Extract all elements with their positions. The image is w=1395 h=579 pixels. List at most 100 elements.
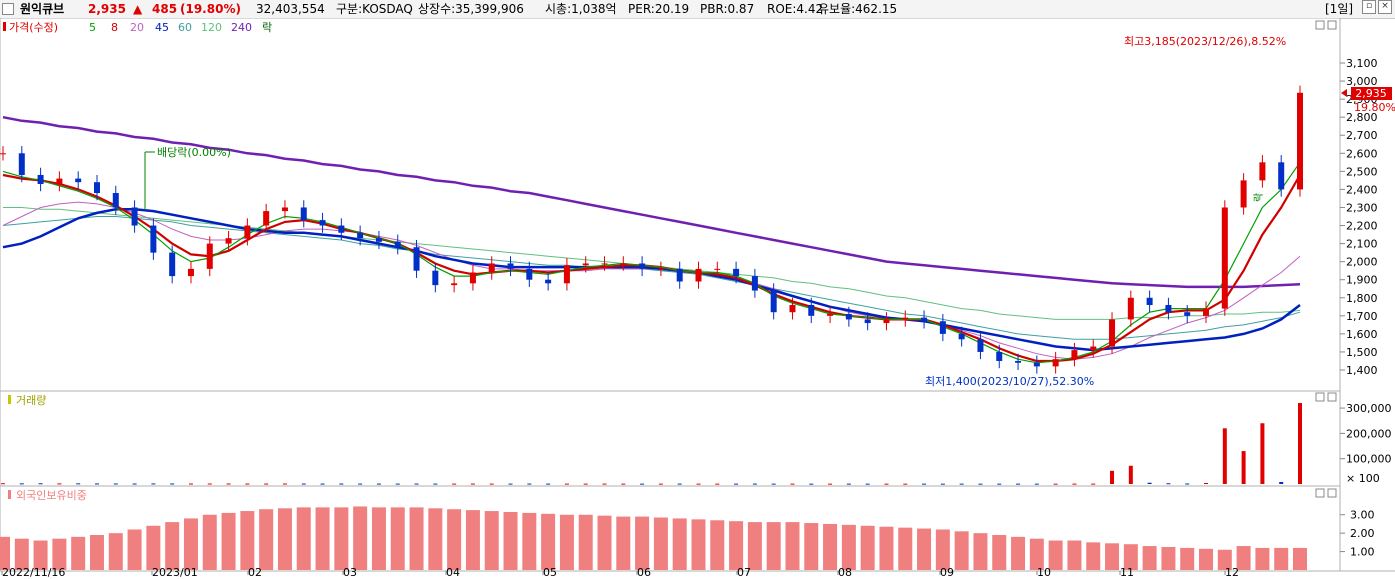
volume-bar [828,483,833,485]
foreign-bar [898,527,913,570]
price-y-tick-label: 1,800 [1346,292,1378,305]
volume-bar [226,483,231,485]
dividend-annotation: 배당락(0.00%) [157,146,231,159]
candle-body [469,272,476,284]
candle-body [808,304,815,316]
volume-bar [1185,483,1190,485]
foreign-bar [33,540,48,570]
candle-body [507,263,514,269]
stock-chart: 가격(수정) 5 8 20 45 60 120 240 락 거래량 외국인보유비… [0,18,1395,579]
foreign-bar [202,514,217,570]
volume-bar [696,483,701,485]
foreign-bar [860,525,875,570]
volume-bar [771,483,776,485]
candle-body [432,270,439,286]
volume-bar [1298,403,1302,484]
price-panel-close-button[interactable] [1327,20,1337,30]
period-label[interactable]: [1일] [1325,2,1354,16]
legend-ma8: 8 [111,21,118,34]
volume-bar [358,483,363,485]
volume-bar [809,483,814,485]
window-icon[interactable] [2,3,14,15]
foreign-bar [428,508,443,570]
foreign-panel [0,485,1341,572]
price-y-tick-label: 2,300 [1346,201,1378,214]
foreign-bar [484,511,499,570]
foreign-panel-minimize-button[interactable] [1315,488,1325,498]
legend-ex-marker: 락 [262,21,272,34]
volume-bar [207,483,212,485]
foreign-bar [1105,543,1120,570]
foreign-bar [578,514,593,570]
current-price-pointer [1341,89,1347,97]
volume-bar [1241,451,1246,484]
price-y-tick-label: 2,600 [1346,147,1378,160]
volume-bar [1260,423,1265,484]
candle-body [864,319,871,324]
foreign-bar [277,508,292,570]
ex-annotation: 락 [1253,193,1265,202]
foreign-bar [541,513,556,570]
foreign-bar [465,510,480,570]
volume-panel-minimize-button[interactable] [1315,392,1325,402]
volume-bar [414,483,419,485]
foreign-bar [1048,540,1063,570]
candle-body [714,268,721,270]
foreign-panel-close-button[interactable] [1327,488,1337,498]
candle-body [676,268,683,282]
candle-body [244,225,251,239]
high-annotation: 최고3,185(2023/12/26),8.52% [1124,35,1286,48]
foreign-bar [1180,547,1195,570]
candle-body [977,339,984,352]
foreign-bar [1142,546,1157,570]
volume-bar [1072,483,1077,485]
axes: 3,1003,0002,9002,8002,7002,6002,5002,400… [1,57,1392,579]
volume-bar [94,483,99,485]
candle-body [451,283,458,286]
candle-body [526,268,533,280]
volume-bar [489,483,494,485]
market-label: 구분:KOSDAQ [336,2,413,16]
candle-body [1165,304,1172,313]
foreign-bar [1199,548,1214,570]
foreign-bar [71,536,86,570]
price-panel-minimize-button[interactable] [1315,20,1325,30]
price-y-tick-label: 2,500 [1346,165,1378,178]
foreign-bar [14,538,29,570]
legend-price-marker [3,22,6,31]
candle-body [338,225,345,233]
foreign-bar [315,507,330,570]
volume-y-tick-label: 300,000 [1346,402,1392,415]
foreign-bar [296,507,311,570]
foreign-bar [1217,549,1232,570]
volume-bar [677,483,682,485]
ma45-line [2,208,1301,352]
stock-name[interactable]: 원익큐브 [20,2,65,16]
close-icon[interactable]: × [1378,0,1392,14]
foreign-bar [559,514,574,570]
volume-bar [376,483,381,485]
volume-bar [621,483,626,485]
candle-body [93,182,100,194]
volume-unit-label: × 100 [1346,472,1380,485]
candle-body [1278,162,1285,190]
candle-body [1033,362,1040,367]
candle-body [770,290,777,313]
x-tick-label: 08 [838,566,852,579]
foreign-bar [221,512,236,570]
volume-bar [903,483,908,485]
foreign-bar [841,524,856,570]
candle-body [563,265,570,284]
candle-body [1240,180,1247,208]
maximize-icon[interactable]: ▫ [1362,0,1376,14]
candle-body [827,314,834,316]
foreign-bar [917,528,932,570]
foreign-bar [353,506,368,570]
price-y-tick-label: 2,000 [1346,256,1378,269]
candle-body [902,317,909,320]
candle-body [0,153,6,155]
volume-panel-close-button[interactable] [1327,392,1337,402]
x-tick-label: 11 [1120,566,1134,579]
volume-bar [1034,483,1039,485]
candle-body [1146,297,1153,305]
